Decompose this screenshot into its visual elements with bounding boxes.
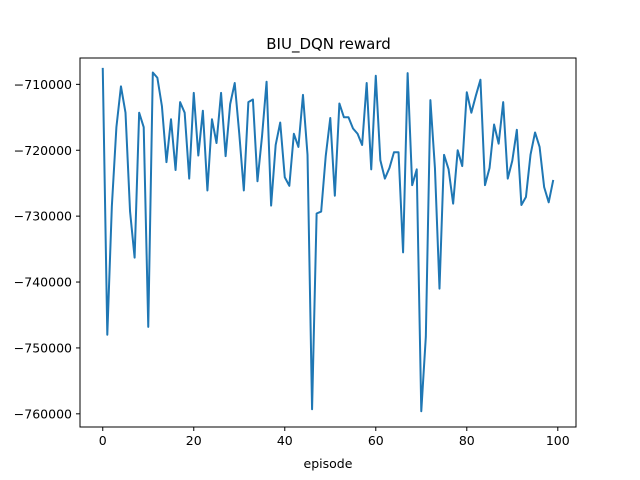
x-tick-label: 100 xyxy=(546,433,570,448)
chart-title: BIU_DQN reward xyxy=(266,35,391,54)
series-line-0 xyxy=(101,67,555,413)
y-tick-label: −740000 xyxy=(14,275,72,290)
x-axis: 0 20 40 60 80 100 xyxy=(99,427,570,448)
y-tick-label: −710000 xyxy=(14,77,72,92)
y-axis: −760000 −750000 −740000 −730000 −720000 −7100… xyxy=(14,77,80,421)
x-tick-label: 0 xyxy=(99,433,107,448)
x-axis-label: episode xyxy=(304,456,353,471)
y-tick-label: −720000 xyxy=(14,143,72,158)
y-tick-label: −750000 xyxy=(14,340,72,355)
axes-frame xyxy=(79,57,577,428)
x-tick-label: 20 xyxy=(186,433,202,448)
x-tick-label: 80 xyxy=(459,433,475,448)
x-tick-label: 60 xyxy=(368,433,384,448)
y-tick-label: −730000 xyxy=(14,209,72,224)
y-tick-label: −760000 xyxy=(14,406,72,421)
x-tick-label: 40 xyxy=(277,433,293,448)
plot-area xyxy=(101,67,555,413)
